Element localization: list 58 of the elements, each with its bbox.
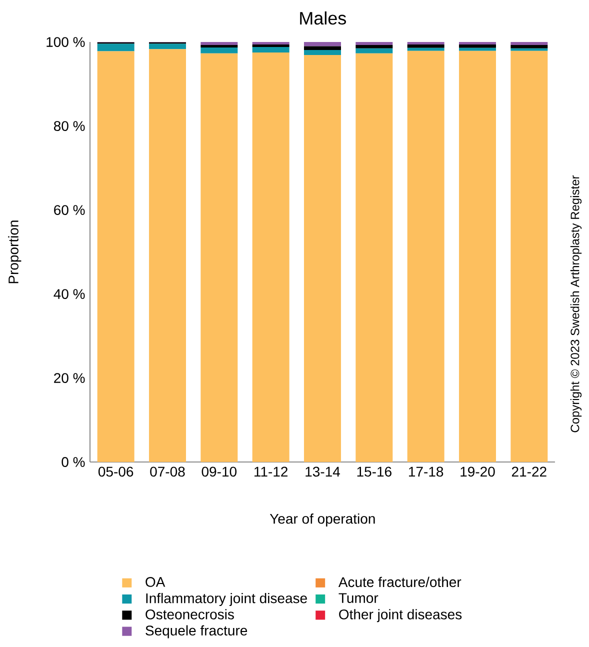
text: Copyright © 2023 Swedish Arthroplasty Register — [570, 175, 582, 432]
bar — [356, 42, 393, 45]
bar — [458, 48, 496, 51]
bar — [252, 47, 290, 53]
y-tick-label: 20 % — [54, 373, 85, 383]
bar — [200, 44, 238, 48]
bar — [510, 48, 548, 51]
x-tick-label: 05-06 — [98, 466, 134, 477]
bar — [458, 50, 496, 462]
bar — [407, 50, 444, 462]
bar — [510, 42, 548, 45]
bar — [356, 48, 393, 54]
bar — [97, 44, 134, 52]
bar — [200, 47, 238, 54]
x-tick-label: 07-08 — [150, 466, 185, 477]
bar — [97, 51, 134, 462]
bar — [200, 53, 238, 462]
bar — [510, 50, 548, 462]
y-tick-label: 60 % — [54, 205, 85, 215]
bar — [458, 42, 496, 45]
y-axis-title: Proportion — [8, 220, 22, 284]
bar — [407, 44, 444, 48]
x-tick-label: 15-16 — [357, 466, 392, 477]
legend-label: Other joint diseases — [339, 609, 462, 622]
bar — [356, 44, 393, 48]
bar — [407, 48, 444, 51]
y-tick-label: 100 % — [46, 37, 85, 47]
bar — [304, 50, 341, 56]
x-tick-label: 13-14 — [306, 466, 340, 477]
bar — [304, 46, 341, 50]
bar — [458, 44, 496, 48]
legend-label: Sequele fracture — [146, 625, 248, 638]
y-tick-label: 40 % — [54, 289, 85, 299]
x-tick-label: 09-10 — [202, 466, 237, 477]
legend-label: Tumor — [338, 593, 378, 603]
legend-label: Acute fracture/other — [338, 576, 462, 588]
legend-label: Osteonecrosis — [146, 609, 234, 620]
legend-label: Inflammatory joint disease — [146, 592, 307, 606]
bar — [252, 52, 290, 462]
bar — [252, 42, 290, 45]
x-tick-label: 11-12 — [254, 466, 288, 476]
bar — [510, 44, 548, 48]
x-tick-label: 17-18 — [408, 466, 444, 477]
bar — [407, 42, 444, 45]
x-tick-label: 19-20 — [460, 466, 495, 477]
x-axis-title: Year of operation — [270, 513, 375, 527]
bar — [200, 42, 238, 45]
bar — [356, 53, 393, 462]
chart-title: Males — [300, 11, 346, 25]
bar — [304, 42, 341, 46]
bar — [304, 55, 341, 462]
y-tick-label: 80 % — [54, 121, 85, 131]
bar — [148, 44, 186, 50]
x-tick-label: 21-22 — [512, 466, 546, 476]
y-tick-label: 0 % — [62, 457, 85, 467]
bar — [252, 44, 290, 48]
legend-label: OA — [146, 577, 166, 587]
bar — [148, 49, 186, 462]
